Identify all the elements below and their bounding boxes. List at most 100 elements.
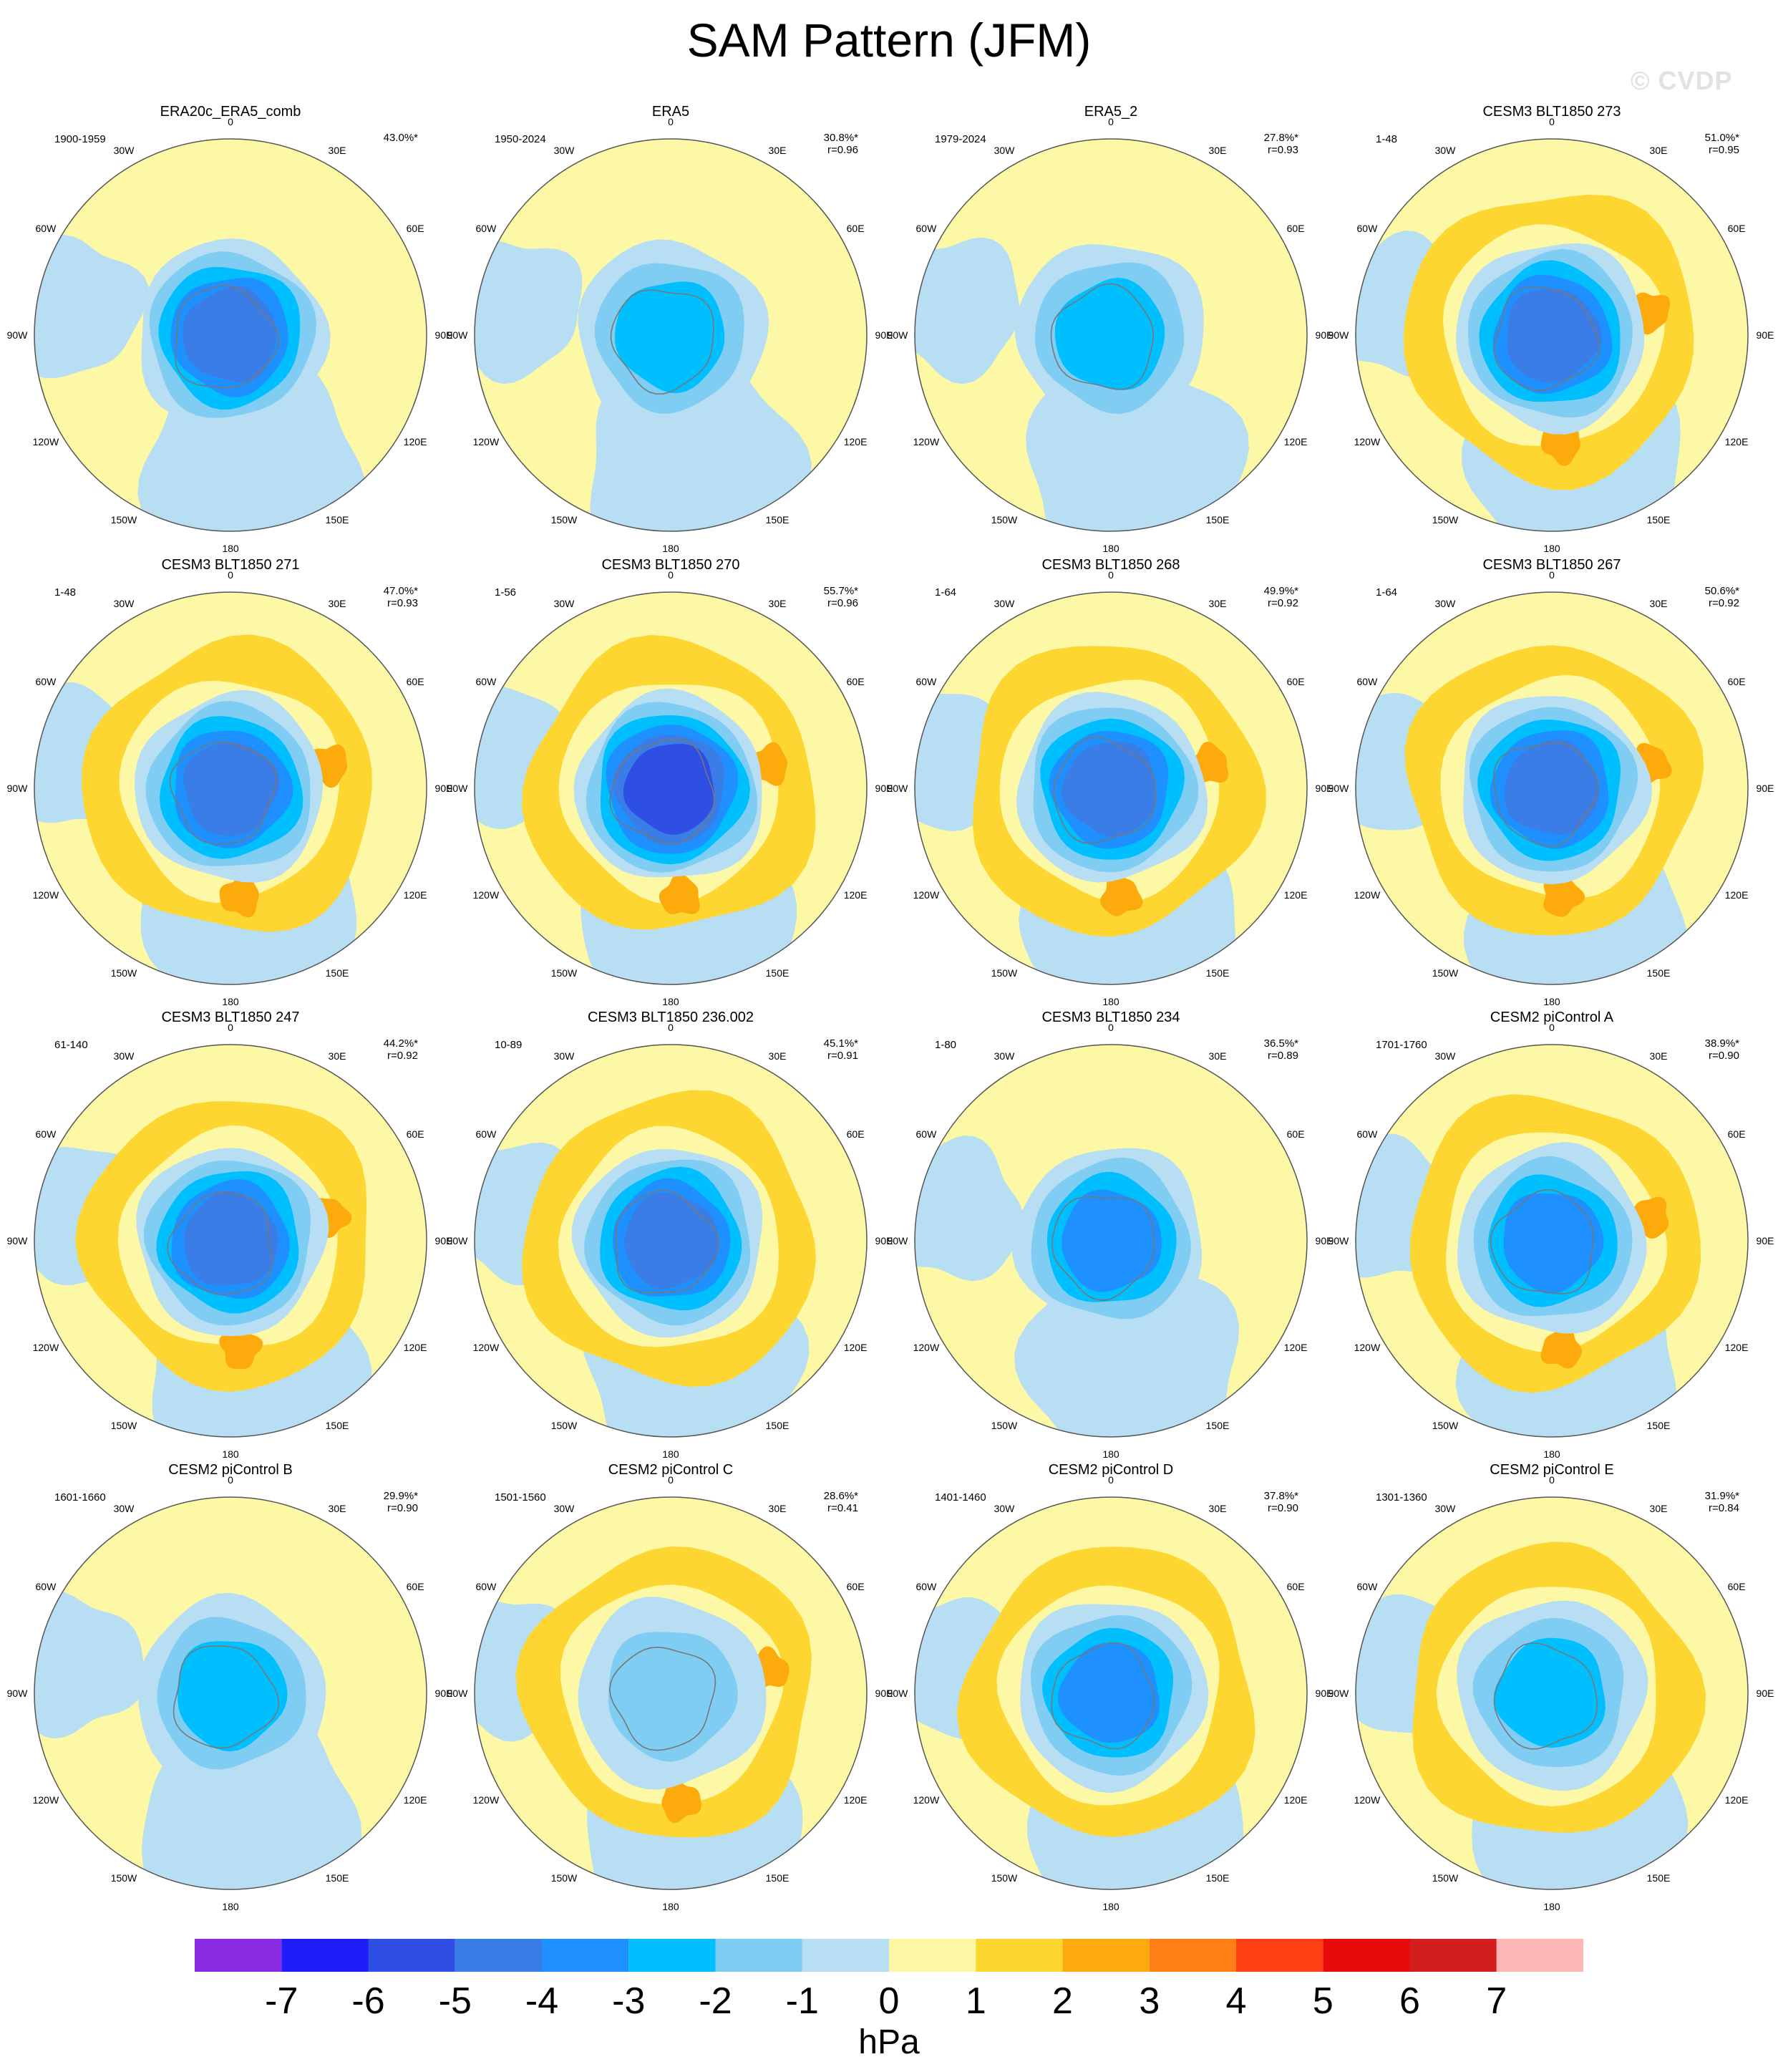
longitude-label: 30E (769, 1503, 787, 1514)
panel-period: 10-89 (495, 1039, 522, 1051)
panel-variance: 45.1%* (824, 1037, 859, 1050)
panel-title: ERA5 (652, 104, 689, 120)
panel-period: 1701-1760 (1376, 1039, 1427, 1051)
longitude-label: 90E (1316, 783, 1334, 794)
longitude-label: 90W (888, 329, 909, 341)
longitude-label: 60W (36, 1128, 57, 1140)
longitude-label: 90W (888, 1235, 909, 1246)
longitude-label: 120W (1354, 1342, 1381, 1353)
panel-correlation: r=0.92 (1709, 597, 1739, 609)
colorbar-tick-label: 0 (879, 1980, 900, 2022)
map-panel: ERA5_2 1979-2024 27.8%*r=0.93 0 30E 60E 90E 120… (888, 104, 1334, 554)
colorbar-tick-label: 3 (1139, 1980, 1160, 2022)
colorbar-bin (715, 1939, 802, 1972)
longitude-label: 120W (913, 436, 940, 447)
longitude-label: 0 (228, 1022, 233, 1033)
longitude-label: 30W (114, 1050, 135, 1062)
longitude-label: 90W (1328, 1688, 1350, 1699)
colorbar-bin (802, 1939, 890, 1972)
map-border (34, 1044, 427, 1438)
longitude-label: 120W (913, 1794, 940, 1806)
map-panel: CESM2 piControl D 1401-1460 37.8%*r=0.90 0 3… (888, 1462, 1334, 1912)
longitude-label: 60W (1357, 676, 1379, 687)
longitude-label: 150W (551, 1872, 578, 1884)
longitude-label: 30W (994, 598, 1016, 609)
panel-title: CESM3 BLT1850 234 (1041, 1010, 1180, 1025)
longitude-label: 30E (329, 1050, 346, 1062)
longitude-label: 120E (1725, 889, 1749, 901)
longitude-label: 120E (844, 889, 868, 901)
panel-variance: 55.7%* (824, 585, 859, 597)
panel-variance: 44.2%* (384, 1037, 419, 1050)
panel-correlation: r=0.93 (387, 597, 418, 609)
map-panel: CESM3 BLT1850 270 1-56 55.7%*r=0.96 0 30E 60E… (447, 557, 893, 1007)
longitude-label: 120W (913, 889, 940, 901)
longitude-label: 150W (1432, 967, 1459, 979)
panel-title: CESM2 piControl D (1049, 1462, 1174, 1478)
panel-correlation: r=0.96 (827, 597, 858, 609)
map-panel: CESM3 BLT1850 236.002 10-89 45.1%*r=0.91 0 3… (447, 1010, 893, 1460)
map-panel: CESM3 BLT1850 267 1-64 50.6%*r=0.92 0 30E 60E… (1328, 557, 1774, 1007)
longitude-label: 120E (844, 1794, 868, 1806)
colorbar-bin (542, 1939, 629, 1972)
longitude-label: 150E (1647, 514, 1671, 526)
contour-fill (219, 873, 259, 918)
longitude-label: 180 (222, 1901, 239, 1912)
panel-title: CESM2 piControl C (608, 1462, 734, 1478)
colorbar-bin (195, 1939, 282, 1972)
map-panel: CESM3 BLT1850 273 1-48 51.0%*r=0.95 0 30E 60E… (1328, 104, 1774, 554)
map-panel: CESM2 piControl E 1301-1360 31.9%*r=0.84 0 3… (1328, 1462, 1774, 1912)
longitude-label: 30E (1209, 145, 1227, 156)
colorbar-bin (976, 1939, 1063, 1972)
colorbar-tick-label: -2 (699, 1980, 732, 2022)
longitude-label: 180 (1543, 996, 1560, 1007)
contour-fill (623, 744, 714, 835)
longitude-label: 180 (1543, 1448, 1560, 1460)
longitude-label: 60E (407, 1581, 424, 1592)
panel-period: 1-56 (495, 586, 516, 599)
longitude-label: 150E (326, 514, 349, 526)
map-panel: CESM3 BLT1850 268 1-64 49.9%*r=0.92 0 30E 60E… (888, 557, 1334, 1007)
longitude-label: 120E (844, 1342, 868, 1353)
map-border (914, 591, 1308, 985)
colorbar-bin (1409, 1939, 1497, 1972)
longitude-label: 120W (1354, 436, 1381, 447)
panel-correlation: r=0.95 (1709, 144, 1739, 156)
panel-variance: 49.9%* (1264, 585, 1299, 597)
contour-fill (661, 1778, 701, 1824)
longitude-label: 60E (1728, 1581, 1746, 1592)
map-panel: ERA5 1950-2024 30.8%*r=0.96 0 30E 60E 90E 120E 1… (447, 104, 893, 554)
longitude-label: 150W (551, 967, 578, 979)
longitude-label: 90E (1316, 1688, 1334, 1699)
longitude-label: 120E (1725, 1342, 1749, 1353)
longitude-label: 30E (769, 598, 787, 609)
colorbar-tick-label: 6 (1399, 1980, 1420, 2022)
longitude-label: 0 (668, 569, 674, 581)
longitude-label: 60E (1728, 676, 1746, 687)
longitude-label: 180 (1102, 996, 1119, 1007)
coastline (615, 1189, 719, 1294)
longitude-label: 90W (1328, 1235, 1350, 1246)
longitude-label: 120W (33, 1794, 59, 1806)
map-panel: CESM2 piControl C 1501-1560 28.6%*r=0.41 0 3… (447, 1462, 893, 1912)
longitude-label: 0 (1108, 569, 1114, 581)
longitude-label: 180 (1543, 1901, 1560, 1912)
contour-fill (608, 1632, 738, 1762)
colorbar-tick-label: -3 (612, 1980, 645, 2022)
panel-correlation: r=0.90 (387, 1502, 418, 1514)
longitude-label: 30W (554, 1050, 575, 1062)
longitude-label: 60E (847, 676, 865, 687)
panel-variance: 36.5%* (1264, 1037, 1299, 1050)
coastline (167, 1191, 273, 1296)
panel-period: 1-64 (935, 586, 956, 599)
longitude-label: 120W (1354, 1794, 1381, 1806)
contour-fill (659, 873, 700, 914)
longitude-label: 90E (1757, 1688, 1774, 1699)
map-panel: CESM3 BLT1850 271 1-48 47.0%*r=0.93 0 30E 60E… (7, 557, 453, 1007)
longitude-label: 120W (33, 436, 59, 447)
longitude-label: 60W (36, 223, 57, 234)
colorbar-tick-label: 2 (1052, 1980, 1073, 2022)
longitude-label: 150E (1206, 967, 1230, 979)
longitude-label: 0 (1549, 569, 1555, 581)
